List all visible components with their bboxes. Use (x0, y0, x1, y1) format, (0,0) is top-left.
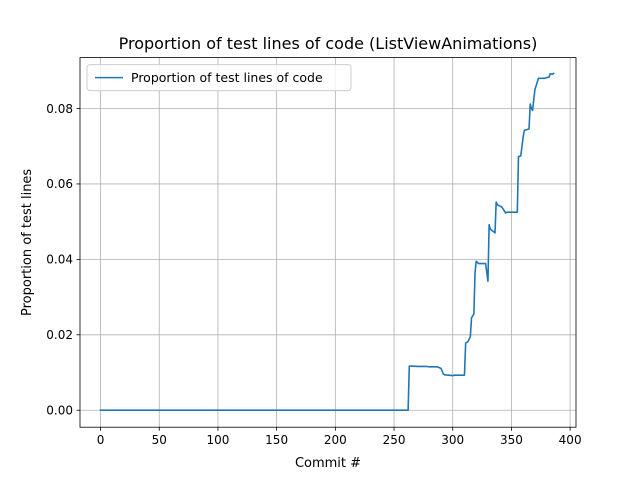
legend-label: Proportion of test lines of code (131, 70, 323, 85)
x-tick-label: 250 (383, 433, 406, 447)
y-tick-label: 0.08 (46, 102, 73, 116)
legend: Proportion of test lines of code (86, 64, 352, 92)
x-tick-label: 50 (152, 433, 167, 447)
x-tick-label: 100 (206, 433, 229, 447)
y-tick-label: 0.04 (46, 253, 73, 267)
x-tick-label: 0 (97, 433, 105, 447)
y-axis-label: Proportion of test lines (20, 169, 35, 316)
y-tick-label: 0.00 (46, 404, 73, 418)
ticks (76, 108, 571, 431)
legend-box (86, 64, 352, 92)
x-tick-label: 300 (441, 433, 464, 447)
x-tick-label: 150 (265, 433, 288, 447)
chart-title: Proportion of test lines of code (ListVi… (119, 34, 538, 53)
series-line (99, 72, 555, 412)
axes-frame (79, 57, 577, 428)
plot-area (80, 57, 576, 428)
y-tick-label: 0.06 (46, 177, 73, 191)
x-tick-label: 350 (500, 433, 523, 447)
series-layer (99, 72, 555, 412)
y-tick-label: 0.02 (46, 328, 73, 342)
x-tick-label: 400 (559, 433, 582, 447)
tick-labels: 0 50 100 150 200 250 300 350 400 0.00 0.02 0.04 0.06… (46, 102, 581, 447)
x-tick-label: 200 (324, 433, 347, 447)
x-axis-label: Commit # (295, 456, 361, 471)
